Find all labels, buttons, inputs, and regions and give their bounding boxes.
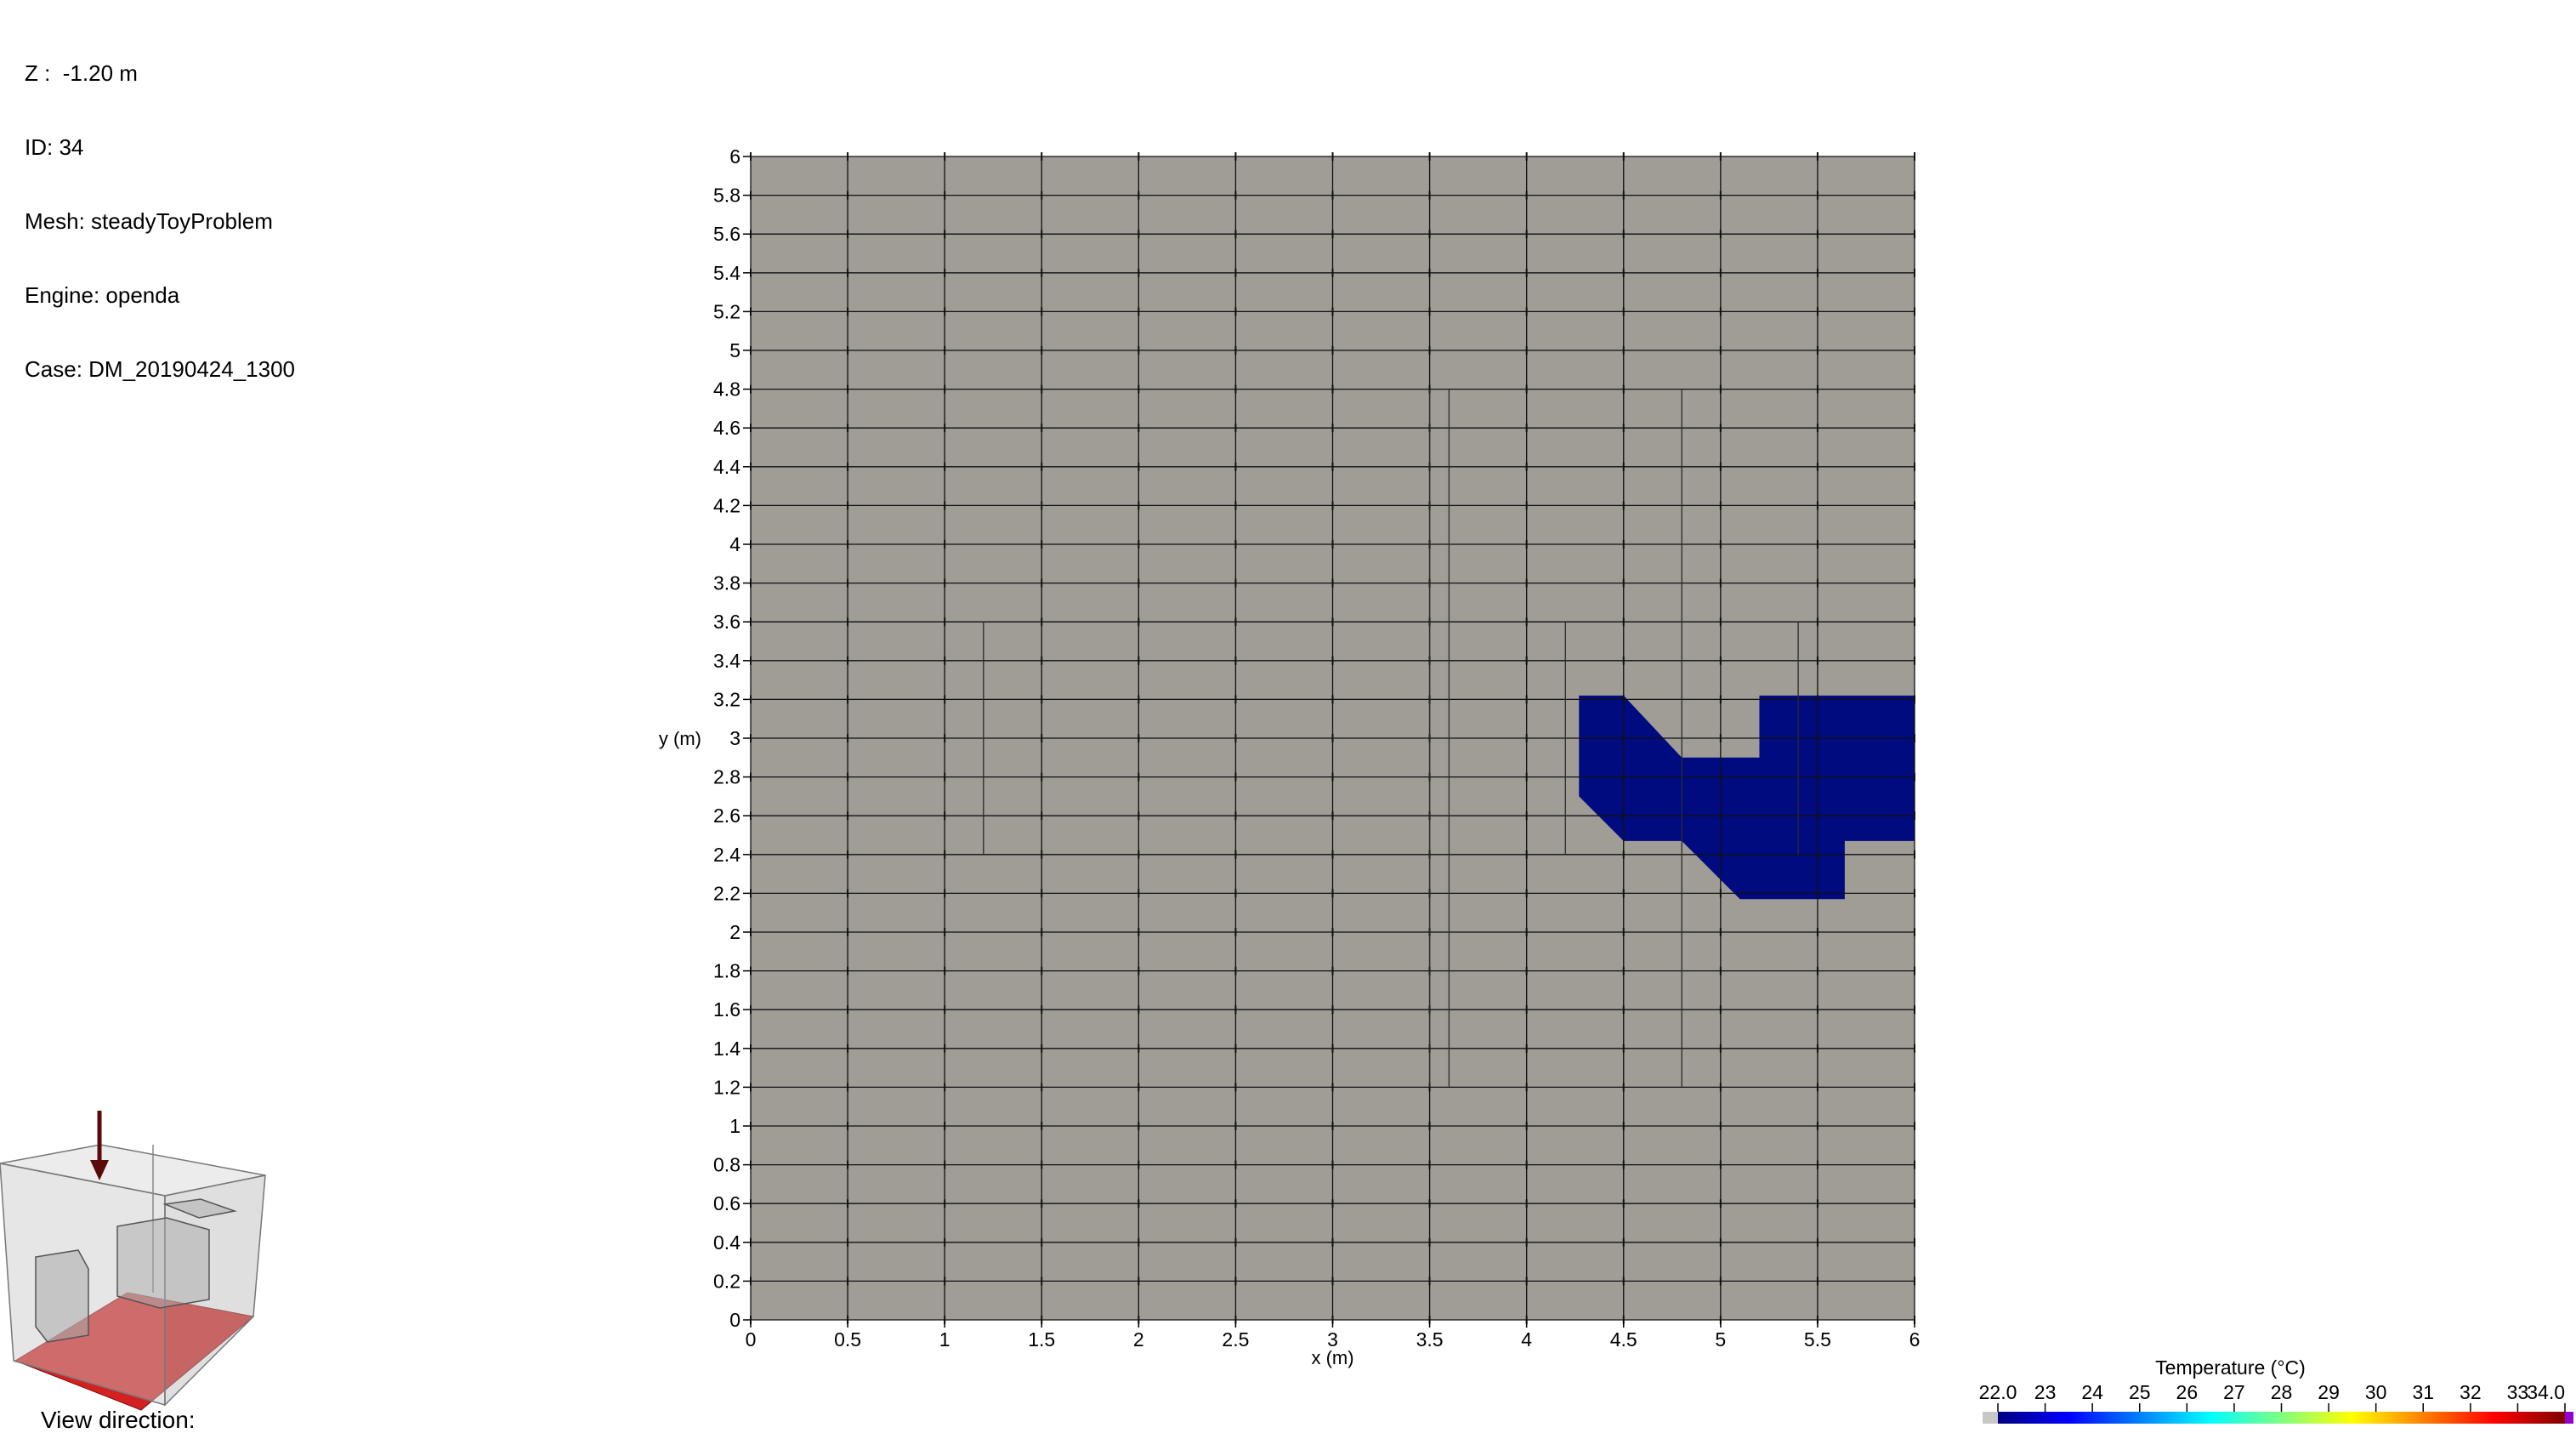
y-tick-label-17: 3.4 bbox=[713, 650, 740, 672]
y-tick-label-8: 1.6 bbox=[713, 998, 740, 1021]
y-tick-label-15: 3 bbox=[729, 727, 740, 749]
direction-arrow-icon bbox=[90, 1160, 109, 1180]
x-tick-label-7: 3.5 bbox=[1416, 1328, 1444, 1351]
y-tick-label-16: 3.2 bbox=[713, 688, 740, 710]
colorbar-tick-label-12: 34.0 bbox=[2527, 1381, 2565, 1403]
inner-wall-center bbox=[116, 1217, 210, 1309]
colorbar-tick-label-6: 28 bbox=[2271, 1381, 2293, 1403]
colorbar-above-range-swatch bbox=[2565, 1412, 2573, 1424]
y-tick-label-30: 6 bbox=[729, 145, 740, 168]
y-tick-label-24: 4.8 bbox=[713, 378, 740, 401]
inner-wall-right bbox=[162, 1198, 237, 1219]
x-tick-label-11: 5.5 bbox=[1804, 1328, 1831, 1351]
view-direction-label: View direction: bbox=[41, 1407, 196, 1433]
y-tick-label-1: 0.2 bbox=[713, 1270, 740, 1292]
view-direction-widget bbox=[0, 1111, 266, 1411]
y-axis-label: y (m) bbox=[659, 728, 701, 749]
temperature-colorbar: Temperature (°C) 22.0 23 24 25 26 27 28 29 30 31 3… bbox=[1979, 1356, 2573, 1424]
y-tick-label-23: 4.6 bbox=[713, 417, 740, 439]
case-text: Case: DM_20190424_1300 bbox=[25, 356, 296, 382]
y-tick-label-10: 2 bbox=[729, 921, 740, 943]
y-tick-label-13: 2.6 bbox=[713, 805, 740, 827]
y-tick-label-4: 0.8 bbox=[713, 1154, 740, 1176]
x-tick-label-1: 0.5 bbox=[834, 1328, 861, 1351]
y-tick-label-25: 5 bbox=[729, 339, 740, 361]
y-tick-label-12: 2.4 bbox=[713, 844, 740, 866]
y-tick-label-28: 5.6 bbox=[713, 223, 740, 245]
colorbar-tick-label-5: 27 bbox=[2223, 1381, 2245, 1403]
colorbar-tick-label-2: 24 bbox=[2081, 1381, 2103, 1403]
x-tick-label-9: 4.5 bbox=[1610, 1328, 1637, 1351]
x-tick-label-3: 1.5 bbox=[1028, 1328, 1055, 1351]
id-text: ID: 34 bbox=[25, 134, 84, 160]
colorbar-tick-label-4: 26 bbox=[2176, 1381, 2199, 1403]
y-tick-label-20: 4 bbox=[729, 533, 740, 555]
y-tick-label-18: 3.6 bbox=[713, 611, 740, 633]
y-tick-label-7: 1.4 bbox=[713, 1038, 740, 1060]
y-tick-label-29: 5.8 bbox=[713, 185, 740, 207]
y-axis-ticks: 0 0.2 0.4 0.6 0.8 1 1.2 1.4 1.6 1.8 2 2.2 2.4 2.6 2.8 3… bbox=[713, 145, 751, 1331]
inner-wall-left bbox=[35, 1249, 89, 1343]
colorbar-tick-label-1: 23 bbox=[2034, 1381, 2057, 1403]
colorbar-tick-label-10: 32 bbox=[2460, 1381, 2482, 1403]
y-tick-label-0: 0 bbox=[729, 1309, 740, 1331]
cold-region-0 bbox=[1579, 695, 1915, 900]
colorbar-title: Temperature (°C) bbox=[2155, 1356, 2306, 1379]
temperature-slice-plot: 0 0.5 1 1.5 2 2.5 3 3.5 4 4.5 5 5.5 6 0 0.2 0.4 0.6 0.8 1… bbox=[659, 145, 1920, 1368]
x-tick-label-12: 6 bbox=[1909, 1328, 1921, 1351]
engine-text: Engine: openda bbox=[25, 282, 180, 308]
y-tick-label-6: 1.2 bbox=[713, 1076, 740, 1098]
y-tick-label-27: 5.4 bbox=[713, 262, 740, 284]
y-tick-label-19: 3.8 bbox=[713, 572, 740, 594]
y-tick-label-9: 1.8 bbox=[713, 960, 740, 982]
obstacle-lines bbox=[983, 389, 1799, 1088]
colorbar-tick-label-0: 22.0 bbox=[1979, 1381, 2017, 1403]
y-tick-label-14: 2.8 bbox=[713, 766, 740, 788]
colorbar-gradient bbox=[1998, 1412, 2565, 1424]
y-tick-label-11: 2.2 bbox=[713, 882, 740, 904]
colorbar-tick-label-9: 31 bbox=[2412, 1381, 2434, 1403]
mesh-text: Mesh: steadyToyProblem bbox=[25, 208, 273, 234]
x-tick-label-4: 2 bbox=[1133, 1328, 1144, 1351]
colorbar-tick-label-7: 29 bbox=[2318, 1381, 2340, 1403]
x-tick-label-2: 1 bbox=[939, 1328, 950, 1351]
y-tick-label-22: 4.4 bbox=[713, 456, 740, 478]
colorbar-below-range-swatch bbox=[1983, 1412, 1998, 1424]
grid-lines bbox=[750, 152, 1915, 1324]
x-tick-label-10: 5 bbox=[1715, 1328, 1726, 1351]
x-tick-label-0: 0 bbox=[746, 1328, 757, 1351]
y-tick-label-2: 0.4 bbox=[713, 1231, 740, 1254]
x-axis-label: x (m) bbox=[1311, 1347, 1353, 1368]
x-tick-label-6: 3 bbox=[1327, 1328, 1338, 1351]
info-panel: Z : -1.20 m ID: 34 Mesh: steadyToyProble… bbox=[25, 12, 295, 407]
colorbar-tick-label-8: 30 bbox=[2365, 1381, 2387, 1403]
colorbar-tick-label-3: 25 bbox=[2129, 1381, 2151, 1403]
y-tick-label-5: 1 bbox=[729, 1115, 740, 1137]
x-axis-ticks: 0 0.5 1 1.5 2 2.5 3 3.5 4 4.5 5 5.5 6 bbox=[746, 1320, 1921, 1351]
y-tick-label-21: 4.2 bbox=[713, 494, 740, 516]
temperature-regions bbox=[1579, 695, 1915, 900]
y-tick-label-3: 0.6 bbox=[713, 1192, 740, 1214]
z-level-text: Z : -1.20 m bbox=[25, 60, 138, 86]
y-tick-label-26: 5.2 bbox=[713, 300, 740, 322]
colorbar-tick-label-11: 33 bbox=[2507, 1381, 2529, 1403]
x-tick-label-5: 2.5 bbox=[1222, 1328, 1249, 1351]
x-tick-label-8: 4 bbox=[1521, 1328, 1532, 1351]
